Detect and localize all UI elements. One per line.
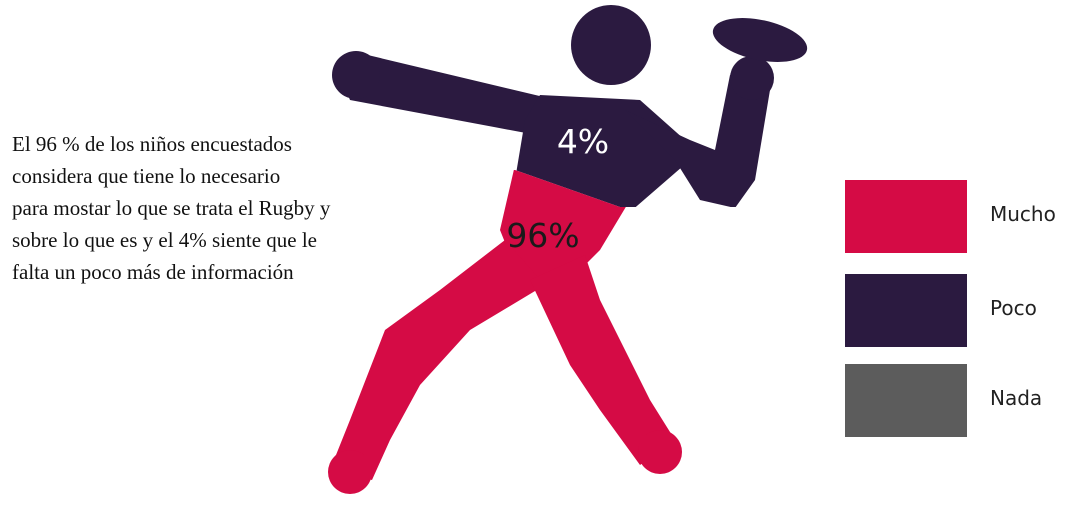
player-right-leg — [530, 255, 675, 465]
player-head — [571, 5, 651, 85]
player-left-leg — [330, 240, 545, 480]
description-line: falta un poco más de información — [12, 260, 294, 284]
player-right-hand — [730, 56, 774, 100]
mucho-percentage-label: 96% — [506, 216, 579, 255]
player-left-foot — [328, 450, 372, 494]
legend-item-nada: Nada — [845, 364, 1065, 437]
description-text: El 96 % de los niños encuestados conside… — [12, 128, 432, 288]
player-right-arm — [625, 75, 770, 207]
legend-item-poco: Poco — [845, 274, 1065, 347]
legend-swatch-nada — [845, 364, 967, 437]
player-left-hand — [332, 51, 380, 99]
description-line: El 96 % de los niños encuestados — [12, 132, 292, 156]
rugby-player-lower-section — [328, 170, 682, 494]
legend-swatch-poco — [845, 274, 967, 347]
legend-swatch-mucho — [845, 180, 967, 253]
description-line: sobre lo que es y el 4% siente que le — [12, 228, 317, 252]
rugby-ball-icon — [712, 18, 808, 62]
description-line: considera que tiene lo necesario — [12, 164, 281, 188]
legend-label-mucho: Mucho — [990, 202, 1056, 226]
rugby-player-upper-section — [332, 5, 808, 207]
player-right-foot — [638, 430, 682, 474]
legend-item-mucho: Mucho — [845, 180, 1065, 253]
description-line: para mostar lo que se trata el Rugby y — [12, 196, 331, 220]
player-left-arm — [345, 52, 548, 136]
legend-label-nada: Nada — [990, 386, 1043, 410]
legend-label-poco: Poco — [990, 296, 1037, 320]
poco-percentage-label: 4% — [557, 122, 609, 161]
